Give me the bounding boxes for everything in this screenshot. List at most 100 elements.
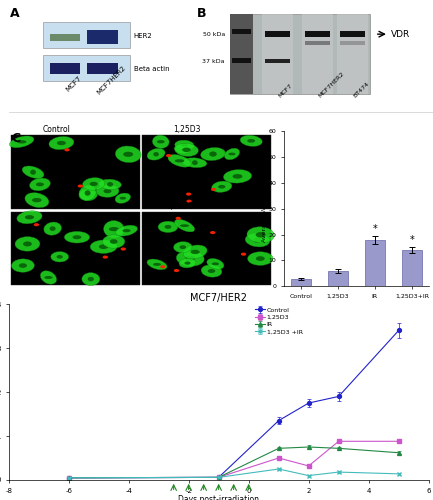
Bar xyxy=(262,14,293,94)
Ellipse shape xyxy=(32,198,42,202)
Bar xyxy=(11,135,139,208)
Ellipse shape xyxy=(174,220,195,232)
Ellipse shape xyxy=(191,250,200,254)
Ellipse shape xyxy=(73,235,81,239)
Text: 1,25D3+IR: 1,25D3+IR xyxy=(166,202,208,211)
Ellipse shape xyxy=(158,221,178,232)
Ellipse shape xyxy=(245,234,270,247)
Text: *: * xyxy=(372,224,377,234)
Circle shape xyxy=(174,269,179,272)
Ellipse shape xyxy=(185,256,195,261)
Circle shape xyxy=(210,231,215,234)
Bar xyxy=(339,31,365,38)
Bar xyxy=(232,58,251,64)
Bar xyxy=(50,34,80,40)
Ellipse shape xyxy=(175,159,184,162)
Ellipse shape xyxy=(208,269,215,273)
Ellipse shape xyxy=(10,136,34,147)
Text: VDR: VDR xyxy=(391,30,410,38)
Bar xyxy=(50,64,80,74)
Text: *: * xyxy=(410,235,414,245)
Text: MCF7: MCF7 xyxy=(278,83,294,99)
Ellipse shape xyxy=(180,246,186,249)
Ellipse shape xyxy=(233,174,242,178)
Ellipse shape xyxy=(175,140,194,150)
Bar xyxy=(87,30,118,44)
Ellipse shape xyxy=(209,152,217,156)
Bar xyxy=(328,271,348,286)
Bar xyxy=(304,31,330,38)
Ellipse shape xyxy=(147,148,165,160)
Circle shape xyxy=(186,200,192,202)
Ellipse shape xyxy=(165,225,171,229)
Ellipse shape xyxy=(256,256,265,261)
Y-axis label: Average AVO per Cell: Average AVO per Cell xyxy=(262,175,267,242)
Ellipse shape xyxy=(115,146,141,162)
X-axis label: Days post-irradiation: Days post-irradiation xyxy=(178,495,259,500)
Ellipse shape xyxy=(110,239,118,244)
Ellipse shape xyxy=(99,179,121,190)
Ellipse shape xyxy=(224,148,239,160)
Ellipse shape xyxy=(174,242,192,252)
Text: MCF7HER2: MCF7HER2 xyxy=(95,64,126,96)
Ellipse shape xyxy=(88,277,94,281)
Ellipse shape xyxy=(107,182,113,186)
Ellipse shape xyxy=(17,140,26,143)
Ellipse shape xyxy=(96,185,119,198)
Ellipse shape xyxy=(218,185,226,188)
Ellipse shape xyxy=(90,240,117,254)
Ellipse shape xyxy=(30,170,36,175)
Ellipse shape xyxy=(12,259,34,272)
Ellipse shape xyxy=(84,190,90,196)
Ellipse shape xyxy=(192,160,198,165)
Ellipse shape xyxy=(212,181,232,192)
Ellipse shape xyxy=(109,227,119,231)
Ellipse shape xyxy=(79,186,96,200)
Ellipse shape xyxy=(103,235,125,248)
Ellipse shape xyxy=(247,139,255,142)
Ellipse shape xyxy=(174,143,198,156)
Ellipse shape xyxy=(179,147,185,150)
Bar xyxy=(339,40,365,45)
Circle shape xyxy=(186,192,191,196)
Ellipse shape xyxy=(174,144,190,153)
Text: C: C xyxy=(11,132,20,145)
Title: MCF7/HER2: MCF7/HER2 xyxy=(190,294,247,304)
Circle shape xyxy=(78,184,83,188)
Bar xyxy=(43,54,130,80)
Ellipse shape xyxy=(228,152,236,156)
Bar xyxy=(142,212,271,285)
Ellipse shape xyxy=(116,226,137,236)
Circle shape xyxy=(241,252,246,256)
Ellipse shape xyxy=(23,242,32,246)
Circle shape xyxy=(160,265,165,268)
Text: Control: Control xyxy=(42,126,70,134)
Ellipse shape xyxy=(123,152,133,157)
Text: 50 kDa: 50 kDa xyxy=(203,32,225,36)
Circle shape xyxy=(166,154,171,157)
Ellipse shape xyxy=(183,245,207,259)
Text: IR: IR xyxy=(52,202,60,211)
Bar xyxy=(43,22,130,48)
Bar xyxy=(232,28,251,34)
Ellipse shape xyxy=(223,170,252,183)
Ellipse shape xyxy=(176,251,204,266)
Ellipse shape xyxy=(179,258,196,268)
Circle shape xyxy=(175,217,181,220)
Bar xyxy=(142,135,271,208)
Bar xyxy=(87,64,118,74)
Bar xyxy=(337,14,368,94)
Bar xyxy=(302,14,333,94)
Legend: Control, 1,25D3, IR, 1,25D3 +IR: Control, 1,25D3, IR, 1,25D3 +IR xyxy=(255,307,303,334)
Ellipse shape xyxy=(255,232,265,237)
Ellipse shape xyxy=(82,272,100,285)
Bar xyxy=(365,240,385,286)
Ellipse shape xyxy=(207,258,224,269)
Bar xyxy=(304,40,330,45)
Ellipse shape xyxy=(22,166,44,178)
Ellipse shape xyxy=(29,178,50,190)
Text: A: A xyxy=(10,7,20,20)
Bar xyxy=(11,212,139,285)
Ellipse shape xyxy=(50,226,56,231)
Ellipse shape xyxy=(240,136,262,146)
